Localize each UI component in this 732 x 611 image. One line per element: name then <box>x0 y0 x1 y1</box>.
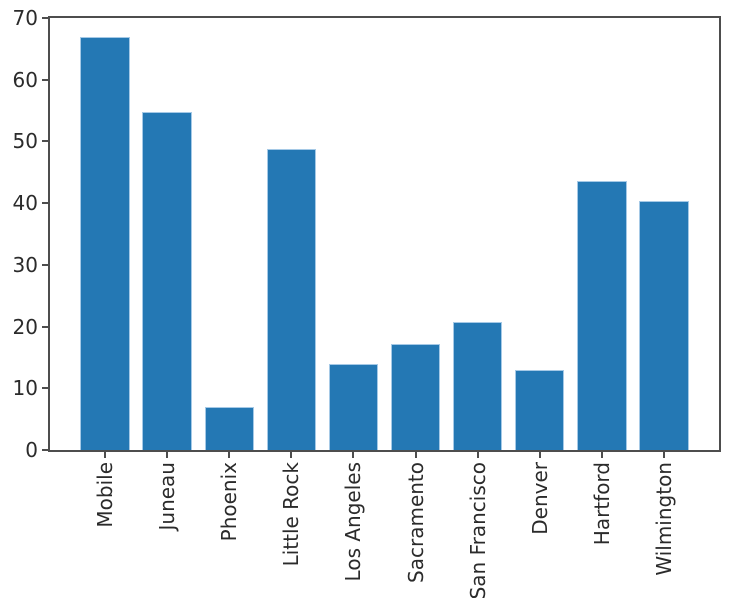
x-tick-label-hartford: Hartford <box>589 462 614 546</box>
x-tick-mark <box>662 450 665 458</box>
x-tick-mark <box>352 450 355 458</box>
x-tick-mark <box>538 450 541 458</box>
x-tick-label-wilmington: Wilmington <box>651 462 676 576</box>
bar-sacramento <box>390 344 441 450</box>
y-tick-mark <box>42 17 50 19</box>
y-tick-mark <box>42 140 50 143</box>
x-tick-label-little-rock: Little Rock <box>279 462 304 567</box>
y-tick-mark <box>42 263 50 266</box>
y-tick-mark <box>42 449 50 451</box>
y-tick-label: 20 <box>12 314 38 339</box>
plot-area <box>48 16 721 452</box>
x-tick-mark <box>104 450 107 458</box>
y-tick-mark <box>42 325 50 328</box>
y-tick-label: 60 <box>12 67 38 92</box>
y-tick-label: 10 <box>12 376 38 401</box>
y-tick-label: 70 <box>12 6 38 30</box>
bar-mobile <box>80 36 131 450</box>
bar-los-angeles <box>328 363 379 450</box>
x-tick-label-denver: Denver <box>527 462 552 535</box>
x-tick-label-phoenix: Phoenix <box>217 462 242 542</box>
x-tick-label-sacramento: Sacramento <box>403 462 428 583</box>
x-tick-label-mobile: Mobile <box>93 462 118 528</box>
bar-san-francisco <box>452 321 503 450</box>
x-tick-mark <box>228 450 231 458</box>
x-tick-mark <box>166 450 169 458</box>
x-tick-label-los-angeles: Los Angeles <box>341 462 366 582</box>
bar-little-rock <box>266 149 317 450</box>
bar-juneau <box>142 111 193 450</box>
y-tick-label: 40 <box>12 191 38 216</box>
bar-phoenix <box>204 406 255 450</box>
y-tick-label: 0 <box>25 438 38 462</box>
y-tick-label: 50 <box>12 129 38 154</box>
bar-denver <box>514 369 565 450</box>
x-tick-mark <box>476 450 479 458</box>
bar-wilmington <box>638 200 689 450</box>
x-tick-mark <box>600 450 603 458</box>
x-tick-label-san-francisco: San Francisco <box>465 462 490 600</box>
y-tick-mark <box>42 78 50 81</box>
y-tick-mark <box>42 387 50 390</box>
bar-hartford <box>576 180 627 450</box>
x-tick-mark <box>414 450 417 458</box>
y-tick-label: 30 <box>12 252 38 277</box>
x-tick-mark <box>290 450 293 458</box>
y-tick-mark <box>42 202 50 205</box>
x-tick-label-juneau: Juneau <box>155 462 180 531</box>
